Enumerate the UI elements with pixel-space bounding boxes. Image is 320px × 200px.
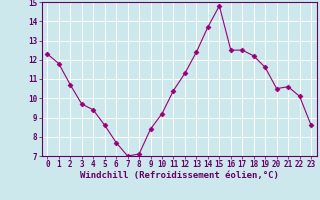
X-axis label: Windchill (Refroidissement éolien,°C): Windchill (Refroidissement éolien,°C) <box>80 171 279 180</box>
